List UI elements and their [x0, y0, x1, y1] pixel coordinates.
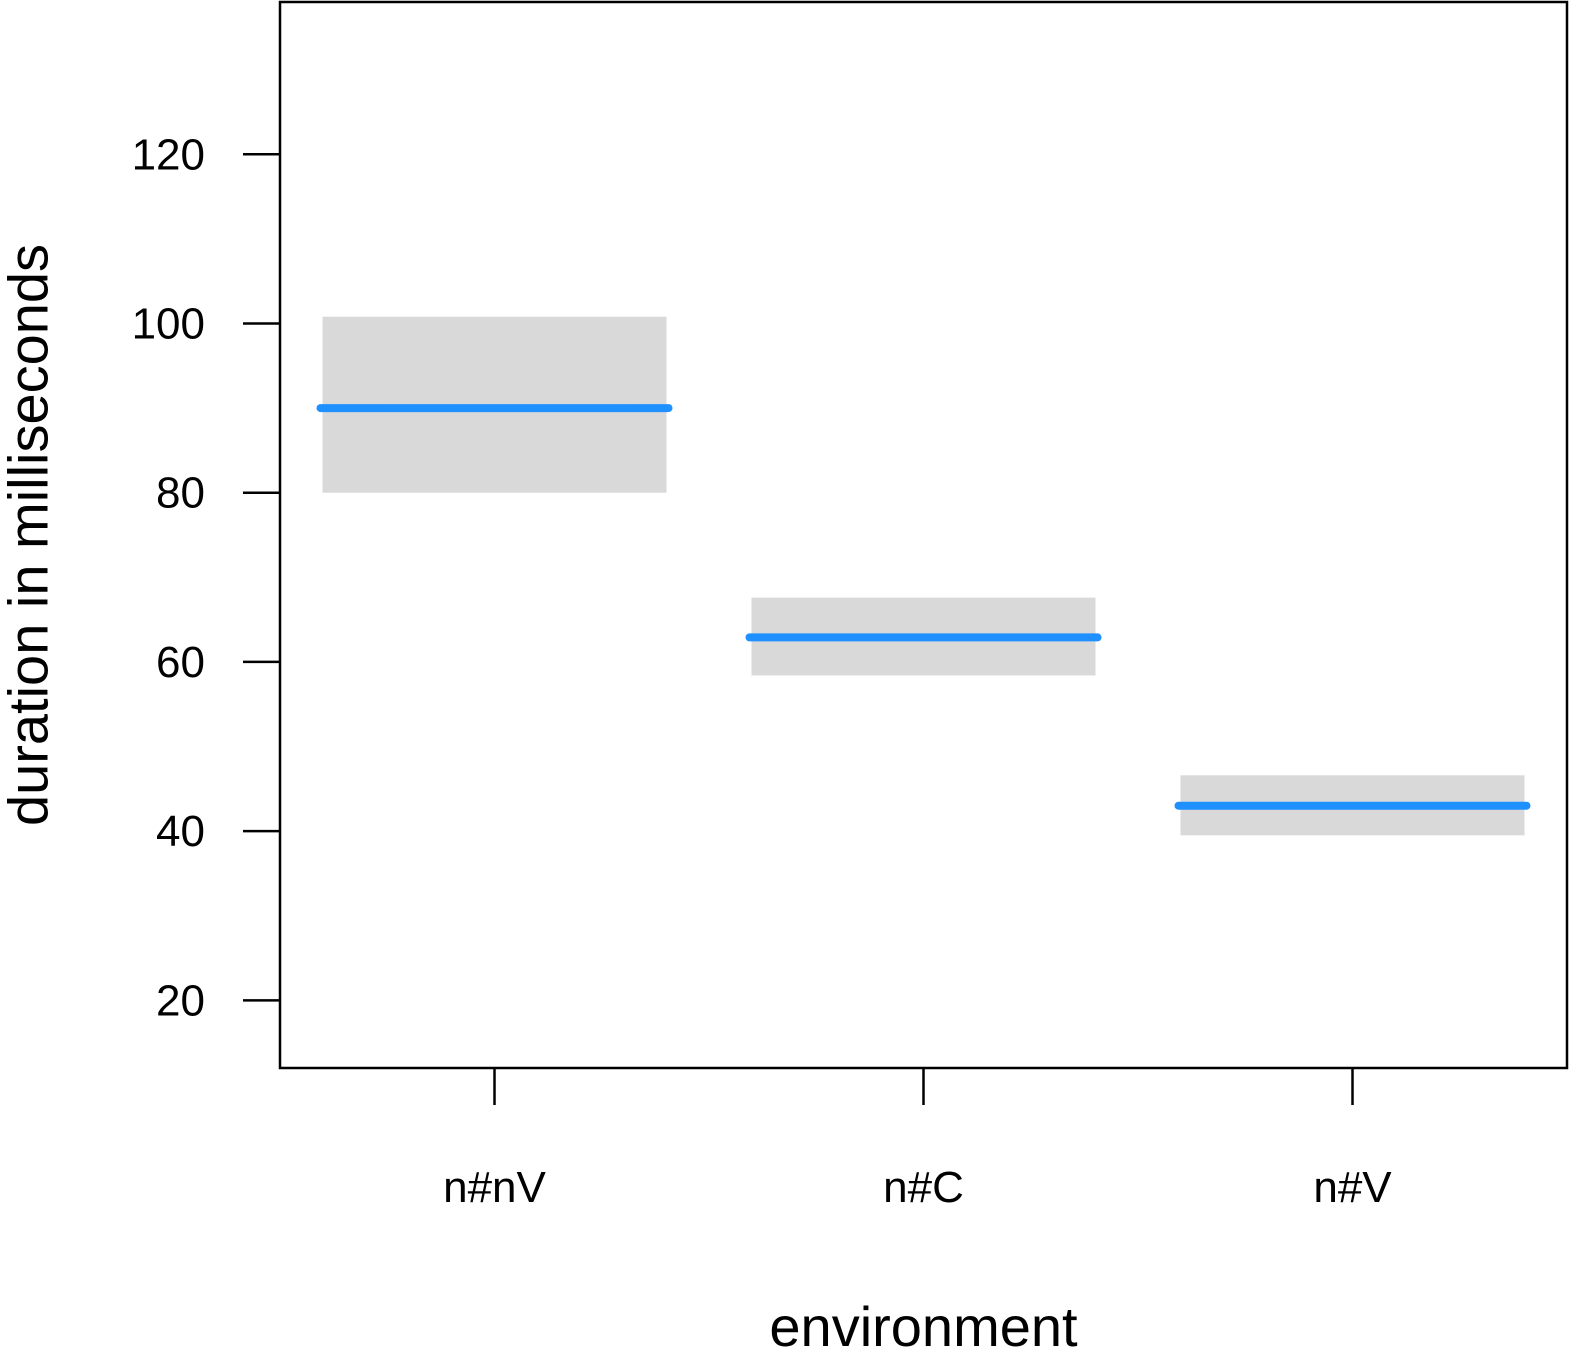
x-tick-label: n#V	[1313, 1163, 1392, 1212]
estimate-lines	[316, 404, 1531, 810]
x-axis-title: environment	[769, 1295, 1078, 1358]
y-tick-label: 60	[156, 638, 205, 687]
y-tick-label: 80	[156, 469, 205, 518]
y-axis: 20 40 60 80 100 120	[132, 130, 280, 1025]
y-axis-title: duration in milliseconds	[0, 244, 60, 826]
x-tick-label: n#nV	[443, 1163, 546, 1212]
y-tick-label: 100	[132, 299, 205, 348]
plot-frame	[278, 0, 1569, 1070]
y-tick-label: 20	[156, 976, 205, 1025]
confidence-bands	[322, 316, 1525, 836]
y-tick-label: 120	[132, 130, 205, 179]
x-tick-label: n#C	[883, 1163, 964, 1212]
y-tick-label: 40	[156, 807, 205, 856]
x-axis: n#nV n#C n#V	[443, 1068, 1392, 1212]
